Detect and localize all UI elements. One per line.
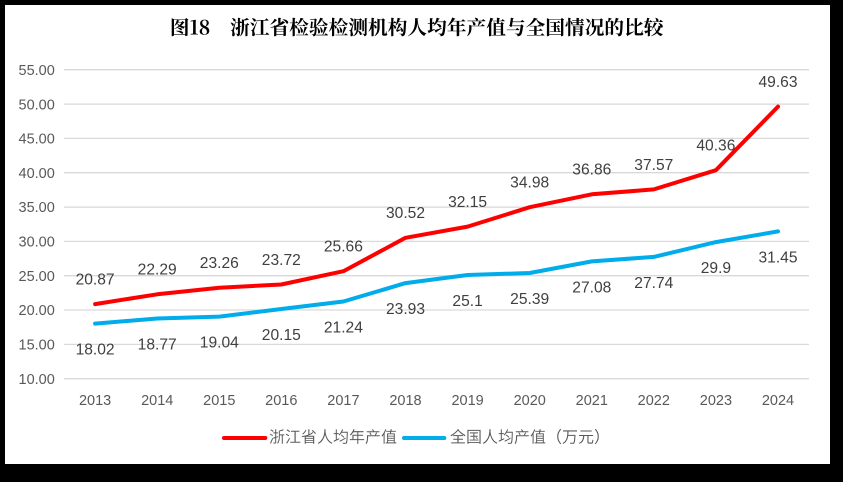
svg-text:2024: 2024 [762,393,794,409]
svg-text:2013: 2013 [79,393,111,409]
svg-text:20.00: 20.00 [19,303,55,319]
svg-text:37.57: 37.57 [634,157,673,174]
svg-text:23.72: 23.72 [262,252,301,269]
svg-text:25.1: 25.1 [452,293,482,310]
svg-text:32.15: 32.15 [448,194,487,211]
svg-text:21.24: 21.24 [324,320,363,337]
svg-text:2015: 2015 [203,393,235,409]
svg-text:2014: 2014 [141,393,173,409]
svg-text:2023: 2023 [700,393,732,409]
svg-text:2018: 2018 [389,393,421,409]
svg-text:35.00: 35.00 [19,200,55,216]
svg-text:22.29: 22.29 [138,262,177,279]
svg-text:2019: 2019 [451,393,483,409]
svg-text:23.93: 23.93 [386,301,425,318]
svg-text:15.00: 15.00 [19,338,55,354]
svg-text:31.45: 31.45 [758,249,797,266]
svg-text:50.00: 50.00 [19,97,55,113]
svg-text:30.52: 30.52 [386,205,425,222]
svg-text:19.04: 19.04 [200,335,239,352]
svg-text:36.86: 36.86 [572,162,611,179]
svg-text:18.02: 18.02 [76,342,115,359]
svg-text:23.26: 23.26 [200,255,239,272]
svg-text:25.66: 25.66 [324,239,363,256]
svg-text:40.36: 40.36 [696,138,735,155]
svg-text:55.00: 55.00 [19,63,55,79]
svg-text:20.87: 20.87 [76,272,115,289]
svg-text:2022: 2022 [638,393,670,409]
svg-text:34.98: 34.98 [510,175,549,192]
svg-text:25.00: 25.00 [19,269,55,285]
svg-text:49.63: 49.63 [758,74,797,91]
svg-text:40.00: 40.00 [19,166,55,182]
svg-text:30.00: 30.00 [19,235,55,251]
svg-text:29.9: 29.9 [701,260,731,277]
svg-text:2020: 2020 [514,393,546,409]
svg-text:10.00: 10.00 [19,372,55,388]
svg-text:18.77: 18.77 [138,337,177,354]
svg-text:27.74: 27.74 [634,275,673,292]
svg-text:27.08: 27.08 [572,279,611,296]
svg-text:2021: 2021 [576,393,608,409]
svg-text:45.00: 45.00 [19,132,55,148]
svg-text:25.39: 25.39 [510,291,549,308]
svg-text:2017: 2017 [327,393,359,409]
svg-text:20.15: 20.15 [262,327,301,344]
svg-text:2016: 2016 [265,393,297,409]
